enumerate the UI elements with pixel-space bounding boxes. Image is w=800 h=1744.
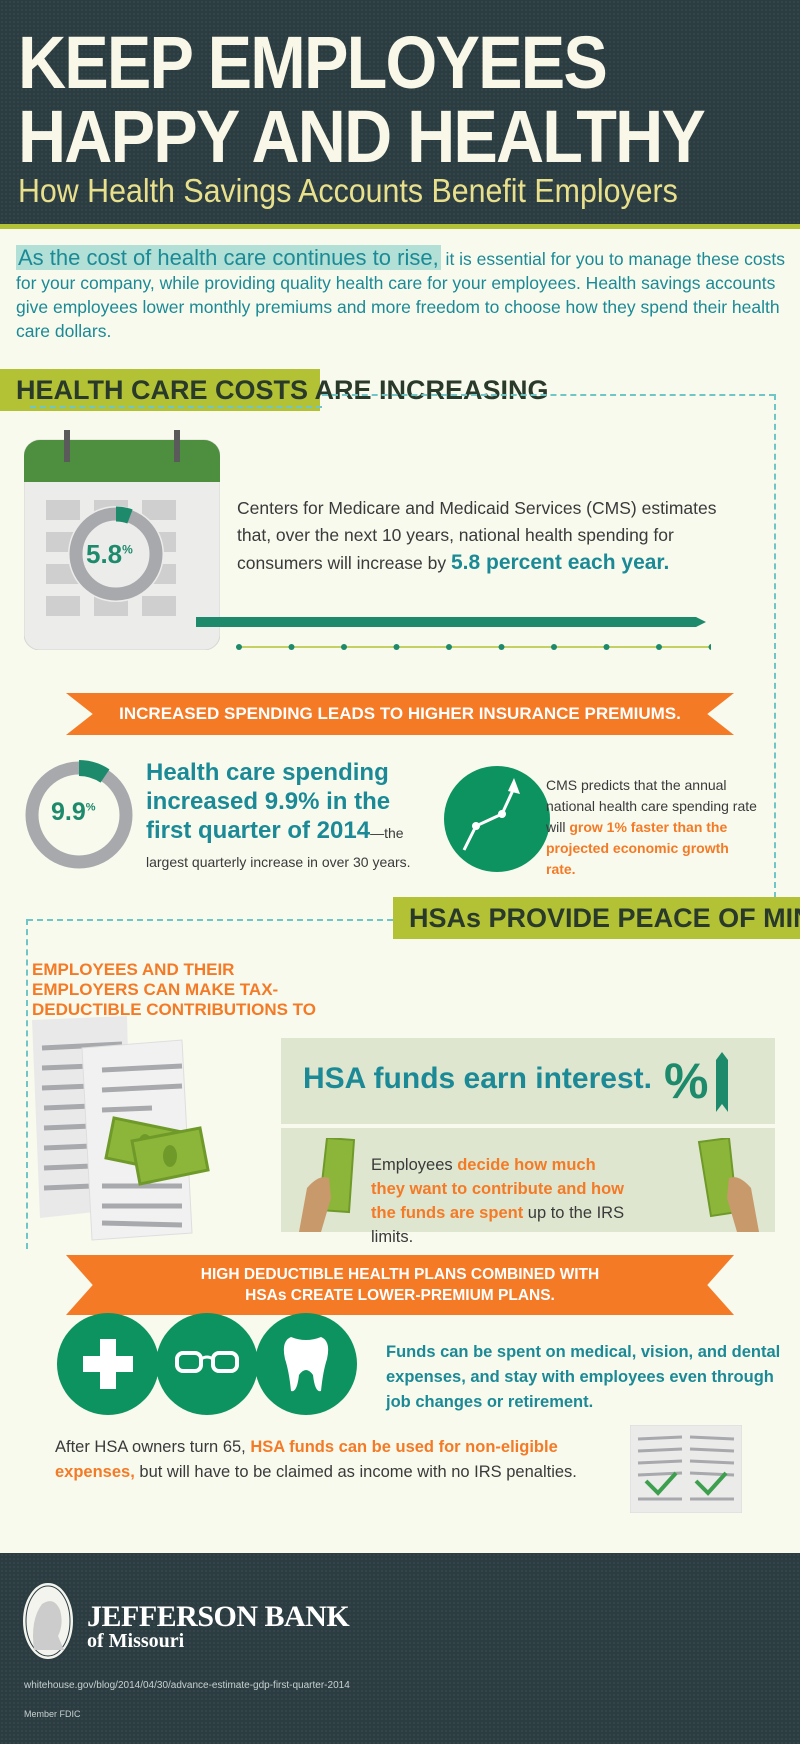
interest-box: HSA funds earn interest. % [281, 1038, 775, 1124]
header-divider [0, 224, 800, 229]
timeline-dot [446, 644, 452, 650]
contribution-box: Employees decide how much they want to c… [281, 1128, 775, 1246]
checklist-document-icon [629, 1424, 743, 1514]
percent-icon: % [664, 1053, 709, 1109]
donut-value: 9.9% [51, 798, 96, 826]
intro-highlight: As the cost of health care continues to … [16, 245, 441, 270]
ribbon-higher-premiums: INCREASED SPENDING LEADS TO HIGHER INSUR… [66, 693, 734, 735]
section-banner-peace: HSAs PROVIDE PEACE OF MIND [393, 897, 800, 939]
documents-and-money-icon [32, 1008, 210, 1243]
timeline-dot [288, 644, 295, 650]
donut-9-9-percent: 9.9% [24, 760, 134, 870]
interest-text: HSA funds earn interest. [303, 1062, 652, 1095]
dashed-border [322, 394, 775, 396]
cms-estimate-text: Centers for Medicare and Medicaid Servic… [237, 498, 717, 574]
eyeglasses-icon [156, 1313, 258, 1415]
dashed-border [26, 919, 28, 1249]
ribbon-line: HIGH DEDUCTIBLE HEALTH PLANS COMBINED WI… [200, 1266, 600, 1283]
progress-arrow-bar [196, 614, 706, 627]
timeline-dot [393, 644, 400, 650]
calendar-percent-value: 5.8% [86, 539, 133, 569]
after-65-text: After HSA owners turn 65, HSA funds can … [55, 1438, 577, 1481]
funds-usage-text: Funds can be spent on medical, vision, a… [386, 1343, 781, 1411]
dashed-border [27, 919, 393, 921]
bank-name: JEFFERSON BANK [87, 1600, 350, 1633]
tooth-icon [255, 1313, 357, 1415]
timeline-dot [551, 644, 557, 650]
timeline-dotted [236, 640, 715, 652]
contribution-text: Employees decide how much they want to c… [371, 1156, 625, 1246]
intro-text: it is essential for you to manage these … [16, 249, 786, 341]
timeline-dot [236, 644, 242, 650]
hand-holding-money-icon [299, 1136, 369, 1232]
timeline-dot [341, 644, 347, 650]
timeline-dot [498, 644, 505, 650]
jefferson-portrait-logo [20, 1580, 76, 1662]
intro-paragraph: As the cost of health care continues to … [16, 245, 786, 343]
title-line-2: HAPPY AND HEALTHY [18, 95, 706, 178]
title-line-1: KEEP EMPLOYEES [18, 21, 608, 104]
source-link[interactable]: whitehouse.gov/blog/2014/04/30/advance-e… [24, 1680, 350, 1691]
growth-chart-icon [444, 766, 550, 872]
footer: JEFFERSON BANK of Missouri whitehouse.go… [0, 1553, 800, 1744]
subtitle: How Health Savings Accounts Benefit Empl… [18, 172, 678, 209]
spending-increase-text: Health care spending increased 9.9% in t… [146, 759, 411, 870]
dashed-border [774, 394, 776, 898]
bank-subname: of Missouri [87, 1630, 185, 1652]
hand-holding-money-icon [689, 1136, 759, 1232]
ribbon-line: HSAs CREATE LOWER-PREMIUM PLANS. [245, 1287, 555, 1304]
timeline-dot [656, 644, 662, 650]
dashed-border [30, 406, 322, 408]
medical-cross-icon [57, 1313, 159, 1415]
timeline-dot [603, 644, 610, 650]
up-arrow-ribbon-icon [716, 1052, 728, 1112]
cms-predicts-text: CMS predicts that the annual national he… [546, 777, 757, 877]
timeline-dot [708, 644, 715, 650]
section-banner-costs: HEALTH CARE COSTS ARE INCREASING [0, 369, 549, 411]
calendar-icon: 5.8% [23, 430, 221, 651]
member-fdic: Member FDIC [24, 1709, 81, 1719]
ribbon-lower-premium: HIGH DEDUCTIBLE HEALTH PLANS COMBINED WI… [66, 1255, 734, 1315]
header: KEEP EMPLOYEES HAPPY AND HEALTHY How Hea… [0, 0, 800, 224]
